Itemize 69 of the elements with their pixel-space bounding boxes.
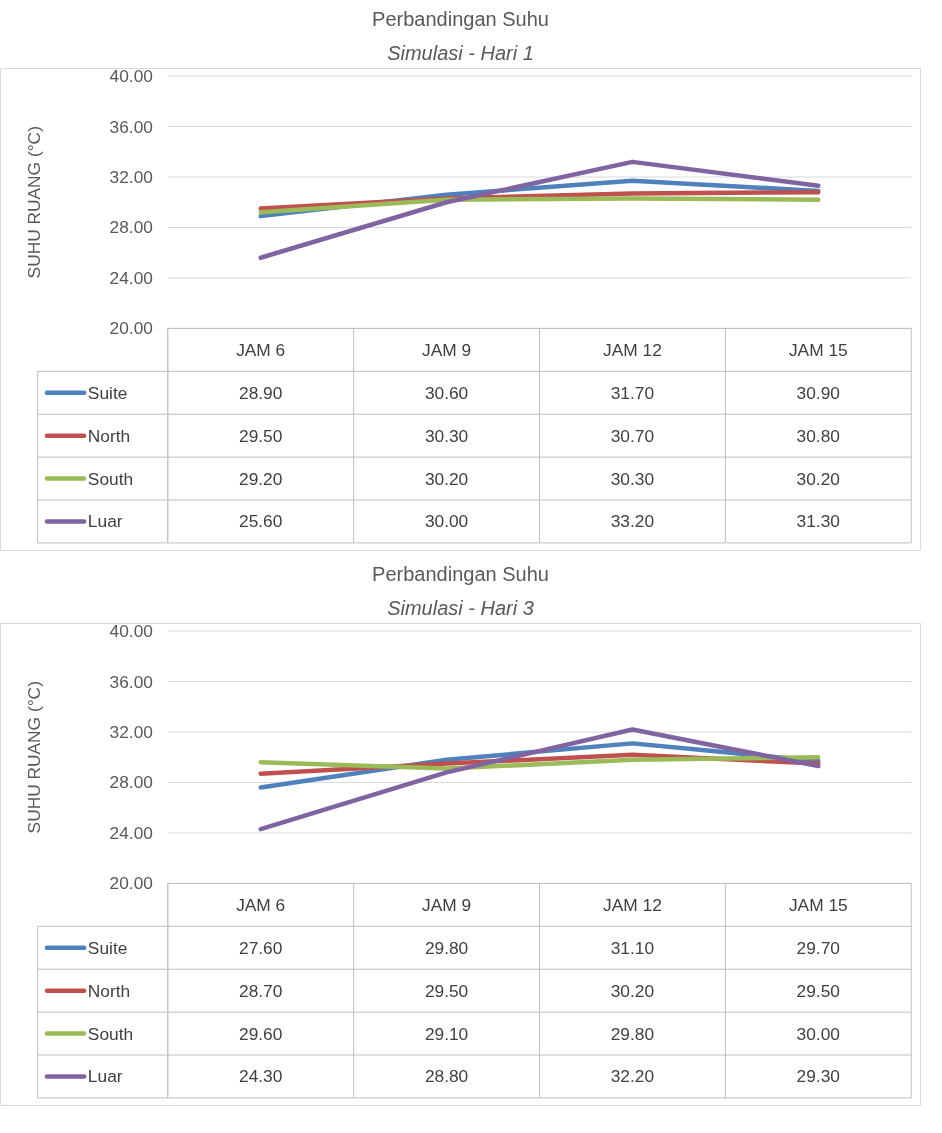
data-label: 29.30 [796, 1066, 840, 1087]
data-label: 29.60 [239, 1023, 283, 1044]
y-tick-label: 36.00 [109, 116, 153, 137]
data-label: 29.20 [239, 468, 283, 489]
data-label: 32.20 [610, 1066, 655, 1087]
y-tick-label: 36.00 [109, 671, 153, 692]
chart-subtitle: Simulasi - Hari 1 [387, 41, 534, 64]
data-label: 29.50 [239, 425, 283, 446]
data-label: 30.20 [610, 980, 655, 1001]
data-label: 30.00 [796, 1023, 840, 1044]
data-label: 31.30 [796, 511, 840, 532]
x-tick-label: JAM 9 [422, 339, 472, 360]
data-label: 25.60 [239, 511, 283, 532]
data-label: 31.10 [610, 937, 655, 958]
x-tick-label: JAM 15 [788, 894, 848, 915]
y-tick-label: 32.00 [109, 722, 153, 743]
y-axis-title: SUHU RUANG (°C) [23, 681, 44, 834]
legend-label: North [87, 980, 131, 1001]
data-label: 27.60 [239, 937, 283, 958]
chart-title: Perbandingan Suhu [372, 562, 549, 585]
data-label: 30.00 [424, 511, 469, 532]
data-label: 29.10 [424, 1023, 469, 1044]
data-label: 30.90 [796, 382, 840, 403]
data-label: 28.70 [239, 980, 283, 1001]
line-series [258, 159, 821, 261]
y-tick-label: 20.00 [109, 873, 153, 894]
data-label: 29.70 [796, 937, 840, 958]
legend-label: Suite [87, 937, 128, 958]
y-tick-label: 20.00 [109, 318, 153, 339]
data-label: 30.20 [424, 468, 469, 489]
legend-label: Luar [87, 1066, 123, 1087]
y-tick-label: 40.00 [109, 621, 153, 642]
data-label: 30.30 [610, 468, 655, 489]
data-label: 28.90 [239, 382, 283, 403]
legend-label: North [87, 425, 131, 446]
data-label: 30.60 [424, 382, 469, 403]
x-tick-label: JAM 12 [603, 894, 662, 915]
data-label: 24.30 [239, 1066, 283, 1087]
data-label: 33.20 [610, 511, 655, 532]
y-tick-label: 32.00 [109, 167, 153, 188]
line-series [258, 727, 821, 832]
legend-label: South [87, 1023, 134, 1044]
legend-label: Suite [87, 382, 128, 403]
legend-label: Luar [87, 511, 123, 532]
data-label: 29.80 [610, 1023, 655, 1044]
y-tick-label: 24.00 [109, 267, 153, 288]
x-tick-label: JAM 15 [788, 339, 848, 360]
y-tick-label: 28.00 [109, 217, 153, 238]
chart-subtitle: Simulasi - Hari 3 [387, 596, 534, 619]
y-tick-label: 24.00 [109, 822, 153, 843]
chart-title: Perbandingan Suhu [372, 7, 549, 30]
x-tick-label: JAM 6 [236, 339, 286, 360]
data-label: 28.80 [424, 1066, 469, 1087]
line-series [258, 755, 821, 771]
legend-label: South [87, 468, 134, 489]
y-tick-label: 40.00 [109, 66, 153, 87]
data-label: 30.20 [796, 468, 840, 489]
y-axis-title: SUHU RUANG (°C) [23, 126, 44, 279]
y-tick-label: 28.00 [109, 772, 153, 793]
x-tick-label: JAM 12 [603, 339, 662, 360]
x-tick-label: JAM 9 [422, 894, 472, 915]
data-label: 29.80 [424, 937, 469, 958]
x-tick-label: JAM 6 [236, 894, 286, 915]
data-label: 30.80 [796, 425, 840, 446]
data-label: 29.50 [796, 980, 840, 1001]
data-label: 30.30 [424, 425, 469, 446]
data-label: 30.70 [610, 425, 655, 446]
data-label: 29.50 [424, 980, 469, 1001]
data-label: 31.70 [610, 382, 655, 403]
